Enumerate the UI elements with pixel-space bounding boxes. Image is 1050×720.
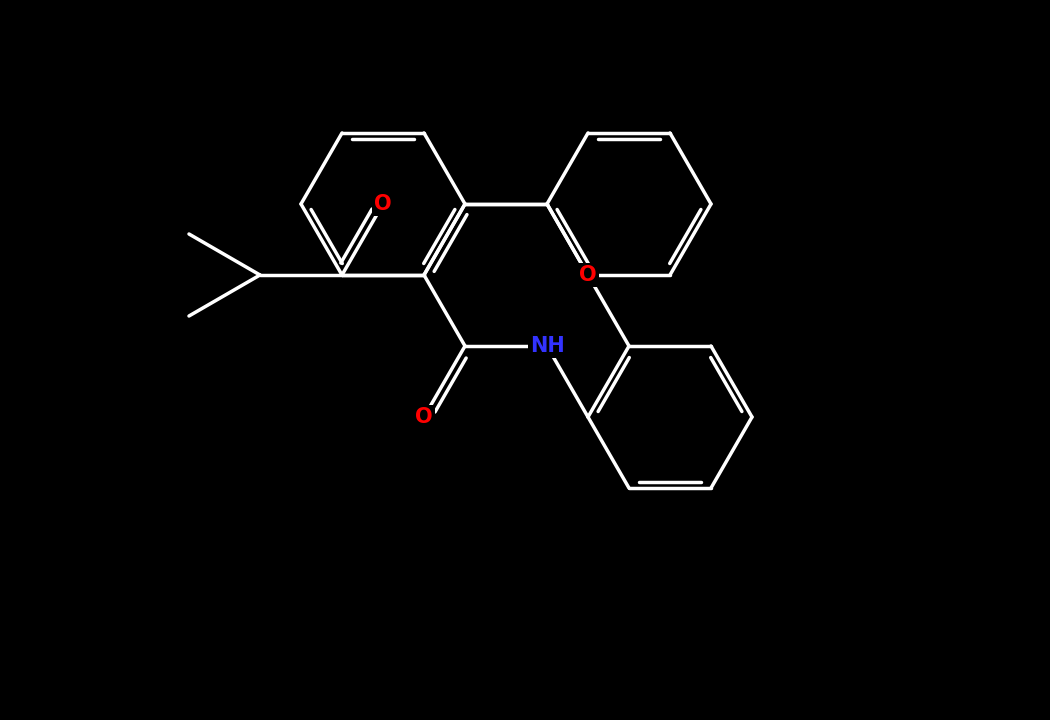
- Text: O: O: [374, 194, 392, 214]
- Text: O: O: [415, 407, 433, 427]
- Text: NH: NH: [529, 336, 565, 356]
- Text: O: O: [580, 265, 596, 285]
